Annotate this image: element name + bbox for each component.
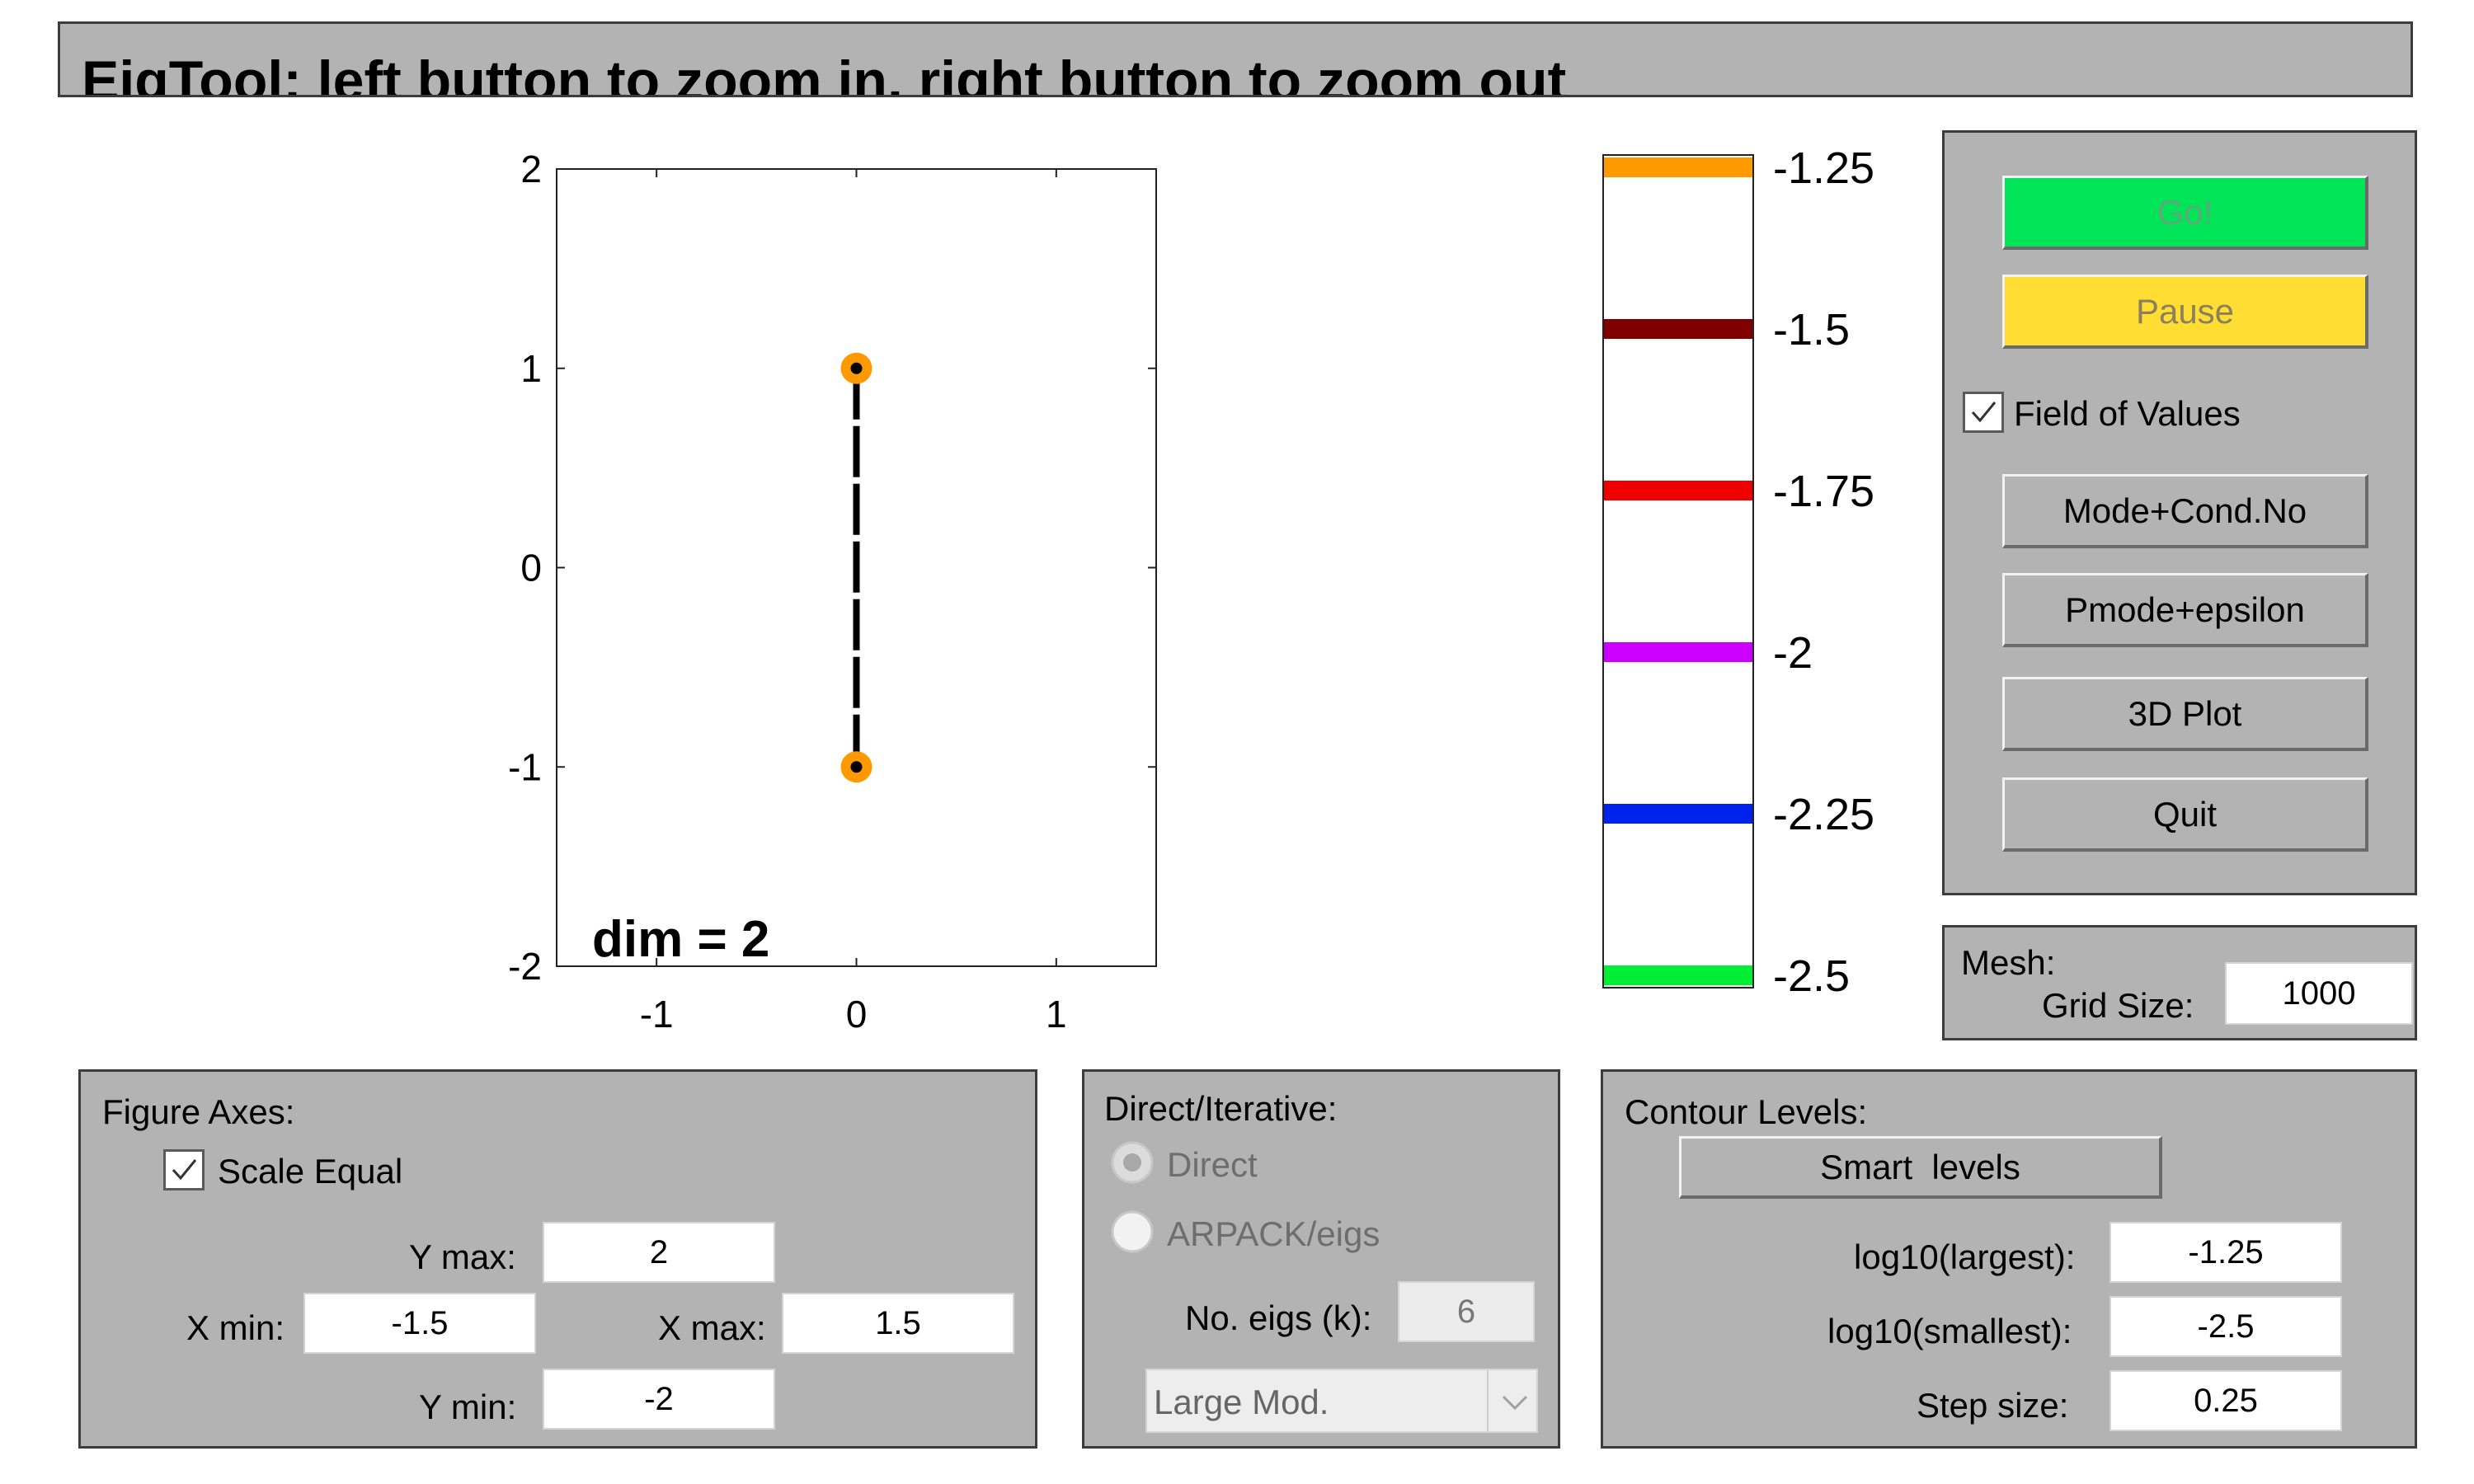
ymin-label: Y min: <box>419 1388 517 1426</box>
colorbar-level-band <box>1604 642 1752 662</box>
eigenvalue-dot <box>850 362 863 374</box>
largest-label: log10(largest): <box>1854 1237 2076 1276</box>
contour-levels-panel: Contour Levels: Smart levels log10(large… <box>1601 1069 2417 1449</box>
colorbar-level-band <box>1604 319 1752 339</box>
neigs-input[interactable]: 6 <box>1398 1281 1535 1342</box>
field-of-values-label: Field of Values <box>2014 394 2241 433</box>
smallest-input[interactable]: -2.5 <box>2109 1296 2342 1357</box>
colorbar-level-band <box>1604 481 1752 500</box>
colorbar-frame <box>1602 154 1754 989</box>
step-size-label: Step size: <box>1917 1386 2069 1425</box>
ymax-label: Y max: <box>409 1237 516 1276</box>
quit-button[interactable]: Quit <box>2002 777 2368 852</box>
mesh-panel: Mesh: Grid Size: 1000 <box>1942 925 2417 1040</box>
go-button[interactable]: Go! <box>2002 176 2368 250</box>
title-bar: EigTool: left button to zoom in, right b… <box>58 21 2413 97</box>
controls-panel: Go! Pause Field of Values Mode+Cond.No P… <box>1942 130 2417 895</box>
mesh-title: Mesh: <box>1961 943 2056 982</box>
scale-equal-label: Scale Equal <box>218 1152 403 1190</box>
mode-cond-button[interactable]: Mode+Cond.No <box>2002 474 2368 548</box>
grid-size-label: Grid Size: <box>2042 986 2194 1025</box>
eigenvalue-dot <box>850 761 863 773</box>
pmode-epsilon-label: Pmode+epsilon <box>2065 589 2305 629</box>
pause-button-label: Pause <box>2135 291 2235 331</box>
arpack-radio[interactable] <box>1109 1209 1155 1255</box>
dimension-annotation: dim = 2 <box>592 911 769 968</box>
xtick-label: -1 <box>640 993 674 1036</box>
colorbar-level-label: -2.5 <box>1773 951 1850 1001</box>
contour-colorbar: -1.25 -1.5 -1.75 -2 -2.25 -2.5 <box>1602 143 1874 1001</box>
direct-iterative-title: Direct/Iterative: <box>1104 1089 1338 1128</box>
ytick-label: 0 <box>520 547 542 589</box>
xmin-input[interactable]: -1.5 <box>303 1293 536 1354</box>
colorbar-level-label: -2.25 <box>1773 790 1874 839</box>
ytick-label: -2 <box>508 945 542 988</box>
colorbar-level-label: -1.25 <box>1773 143 1874 193</box>
xtick-label: 0 <box>846 993 868 1036</box>
pmode-epsilon-button[interactable]: Pmode+epsilon <box>2002 573 2368 647</box>
neigs-label: No. eigs (k): <box>1185 1298 1372 1337</box>
largest-input[interactable]: -1.25 <box>2109 1222 2342 1283</box>
colorbar-level-label: -1.75 <box>1773 467 1874 516</box>
xmin-label: X min: <box>186 1308 285 1347</box>
which-eigs-dropdown[interactable]: Large Mod. <box>1145 1369 1538 1433</box>
go-button-label: Go! <box>2157 192 2213 232</box>
smart-levels-button[interactable]: Smart levels <box>1679 1136 2162 1199</box>
quit-label: Quit <box>2152 794 2218 834</box>
ytick-label: 1 <box>520 347 542 390</box>
plot-3d-label: 3D Plot <box>2128 693 2242 733</box>
smart-levels-label: Smart levels <box>1820 1147 2020 1186</box>
dropdown-divider <box>1487 1370 1489 1431</box>
colorbar-level-label: -1.5 <box>1773 305 1850 355</box>
direct-label: Direct <box>1167 1145 1258 1184</box>
direct-radio[interactable] <box>1109 1139 1155 1186</box>
field-of-values-checkbox[interactable] <box>1963 392 2004 433</box>
ytick-label: 2 <box>520 148 542 190</box>
step-size-input[interactable]: 0.25 <box>2109 1370 2342 1431</box>
xmax-input[interactable]: 1.5 <box>782 1293 1014 1354</box>
colorbar-level-band <box>1604 157 1752 177</box>
ymax-input[interactable]: 2 <box>543 1222 775 1283</box>
ytick-label: -1 <box>508 745 542 788</box>
grid-size-input[interactable]: 1000 <box>2225 962 2413 1025</box>
checkmark-icon <box>172 1159 197 1181</box>
checkmark-icon <box>1971 402 1997 423</box>
scale-equal-checkbox[interactable] <box>163 1149 205 1190</box>
contour-levels-title: Contour Levels: <box>1625 1092 1868 1131</box>
xtick-label: 1 <box>1046 993 1067 1036</box>
mode-cond-label: Mode+Cond.No <box>2062 491 2307 530</box>
figure-axes-title: Figure Axes: <box>102 1092 295 1131</box>
colorbar-level-label: -2 <box>1773 628 1813 678</box>
colorbar-level-band <box>1604 965 1752 985</box>
which-eigs-selected: Large Mod. <box>1154 1383 1329 1421</box>
window-title: EigTool: left button to zoom in, right b… <box>82 49 1567 97</box>
direct-iterative-panel: Direct/Iterative: Direct ARPACK/eigs No.… <box>1082 1069 1560 1449</box>
chevron-down-icon <box>1502 1395 1528 1411</box>
eigenvalue-plot[interactable]: 2 1 0 -1 -2 -1 0 1 dim = 2 <box>478 148 1188 1047</box>
figure-axes-panel: Figure Axes: Scale Equal Y max: 2 X min:… <box>78 1069 1037 1449</box>
colorbar-level-band <box>1604 804 1752 824</box>
plot-3d-button[interactable]: 3D Plot <box>2002 677 2368 751</box>
ymin-input[interactable]: -2 <box>543 1369 775 1430</box>
pause-button[interactable]: Pause <box>2002 275 2368 349</box>
arpack-label: ARPACK/eigs <box>1167 1214 1380 1253</box>
xmax-label: X max: <box>658 1308 766 1347</box>
smallest-label: log10(smallest): <box>1827 1312 2072 1350</box>
